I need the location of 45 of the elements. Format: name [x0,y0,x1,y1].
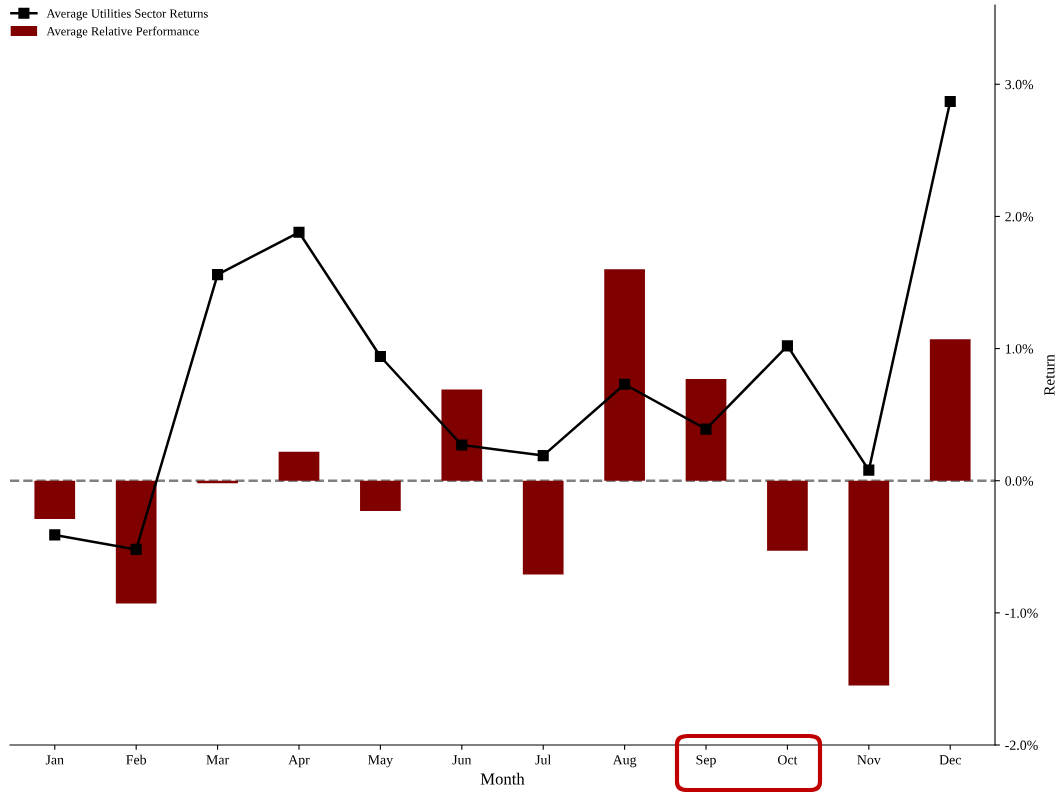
point [212,269,224,281]
bar [522,480,564,575]
point [700,423,712,435]
point [456,439,468,451]
point [374,350,386,363]
bar [685,378,727,481]
x-tick-label: Mar [206,755,230,765]
point [130,543,142,555]
x-tick-label: Jan [45,755,64,765]
x-tick-label: Jul [535,754,552,765]
x-tick-label: Feb [126,754,147,765]
y-tick-label: -2.0% [1005,740,1038,751]
point [293,226,305,238]
x-tick-label: Sep [696,755,716,768]
x-tick-label: Dec [939,755,961,765]
bar [441,389,483,481]
point [537,450,549,462]
bar [278,451,320,481]
bar [929,339,971,481]
y-axis-title: Return [1044,354,1055,396]
x-tick-label: Nov [857,755,881,765]
point [781,340,793,352]
y-tick-label: 3.0% [1005,79,1034,90]
bar [360,480,401,512]
bar [767,480,808,551]
bar [34,480,76,520]
y-tick-label: 0.0% [1005,476,1034,486]
y-tick-label: 1.0% [1005,344,1034,354]
x-tick-label: Oct [777,755,798,765]
bar [848,480,890,686]
y-tick-label: -1.0% [1005,608,1038,618]
y-tick-label: 2.0% [1005,212,1034,222]
x-tick-label: May [368,755,394,768]
point [619,378,631,390]
point [49,529,61,541]
bar [604,269,645,481]
point [944,95,956,108]
point [863,464,875,476]
x-tick-label: Apr [288,755,310,768]
x-axis-title: Month [480,772,525,785]
x-tick-label: Aug [612,755,637,768]
legend-label: Average Utilities Sector Returns [46,8,208,21]
legend-label: Average Relative Performance [46,26,200,39]
x-tick-label: Jun [452,755,472,765]
bar [115,480,157,604]
